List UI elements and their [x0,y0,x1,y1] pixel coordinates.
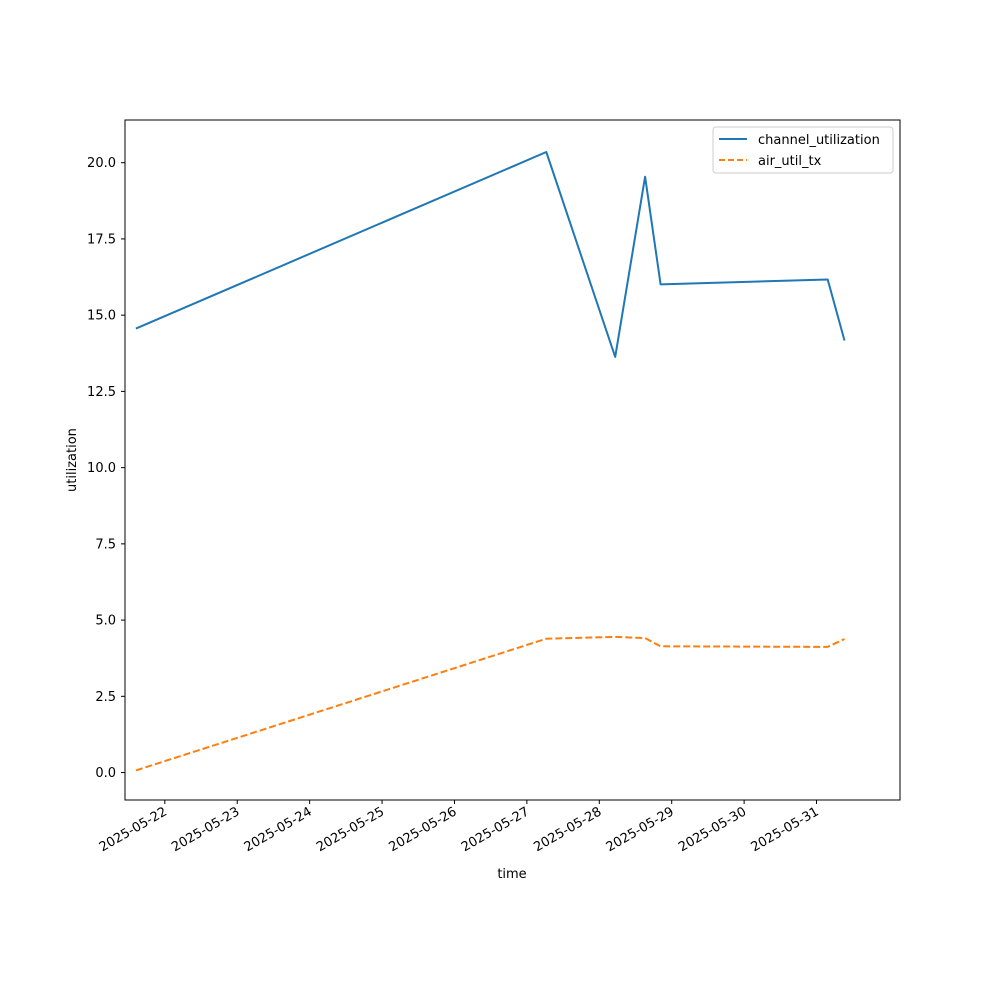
x-axis-label: time [497,867,526,882]
x-axis: 2025-05-22 2025-05-23 2025-05-24 2025-05-25… [97,800,822,855]
y-tick-label: 20.0 [87,156,116,171]
x-tick-label: 2025-05-26 [387,804,460,855]
x-tick-label: 2025-05-31 [749,804,822,855]
x-tick-label: 2025-05-24 [242,804,315,855]
y-tick-label: 0.0 [95,766,116,781]
x-tick-label: 2025-05-30 [676,804,749,855]
x-tick-label: 2025-05-23 [169,804,242,855]
y-axis: 0.0 2.5 5.0 7.5 10.0 12.5 15.0 17.5 20.0 [87,156,125,781]
legend-label-channel-utilization: channel_utilization [758,133,880,148]
y-tick-label: 7.5 [95,537,116,552]
x-tick-label: 2025-05-28 [531,804,604,855]
y-tick-label: 5.0 [95,614,116,629]
x-tick-label: 2025-05-29 [604,804,677,855]
y-tick-label: 12.5 [87,385,116,400]
y-axis-label: utilization [65,428,80,492]
y-tick-label: 10.0 [87,461,116,476]
legend-label-air-util-tx: air_util_tx [758,154,822,169]
legend: channel_utilization air_util_tx [712,126,894,174]
y-tick-label: 15.0 [87,309,116,324]
x-tick-label: 2025-05-25 [314,804,387,855]
y-tick-label: 17.5 [87,232,116,247]
y-tick-label: 2.5 [95,690,116,705]
x-tick-label: 2025-05-22 [97,804,170,855]
plot-area-frame [124,119,901,801]
series-line-channel-utilization [135,151,846,358]
series-layer [135,151,846,772]
x-tick-label: 2025-05-27 [459,804,532,855]
series-line-air-util-tx [135,635,845,772]
legend-frame [712,126,894,174]
